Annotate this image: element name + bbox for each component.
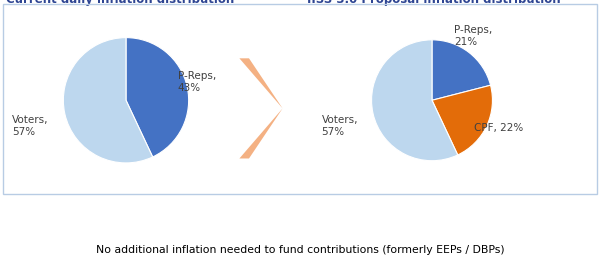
Wedge shape [371, 40, 458, 161]
Wedge shape [126, 38, 188, 157]
Wedge shape [432, 40, 491, 100]
Text: P-Reps,
43%: P-Reps, 43% [178, 71, 216, 93]
Text: IISS 3.0 Proposal inflation distribution: IISS 3.0 Proposal inflation distribution [307, 0, 560, 6]
Wedge shape [432, 85, 493, 155]
Text: Network resources remain constant but funding shifts to CPF managed by Main P-Re: Network resources remain constant but fu… [63, 208, 537, 218]
Text: P-Reps,
21%: P-Reps, 21% [454, 25, 493, 47]
Text: No additional inflation needed to fund contributions (formerly EEPs / DBPs): No additional inflation needed to fund c… [95, 245, 505, 255]
Text: Current daily inflation distribution: Current daily inflation distribution [6, 0, 235, 6]
Text: CPF, 22%: CPF, 22% [475, 123, 524, 133]
Wedge shape [64, 38, 152, 163]
Text: Voters,
57%: Voters, 57% [12, 115, 48, 137]
Polygon shape [239, 58, 283, 159]
Text: Voters,
57%: Voters, 57% [322, 115, 358, 137]
